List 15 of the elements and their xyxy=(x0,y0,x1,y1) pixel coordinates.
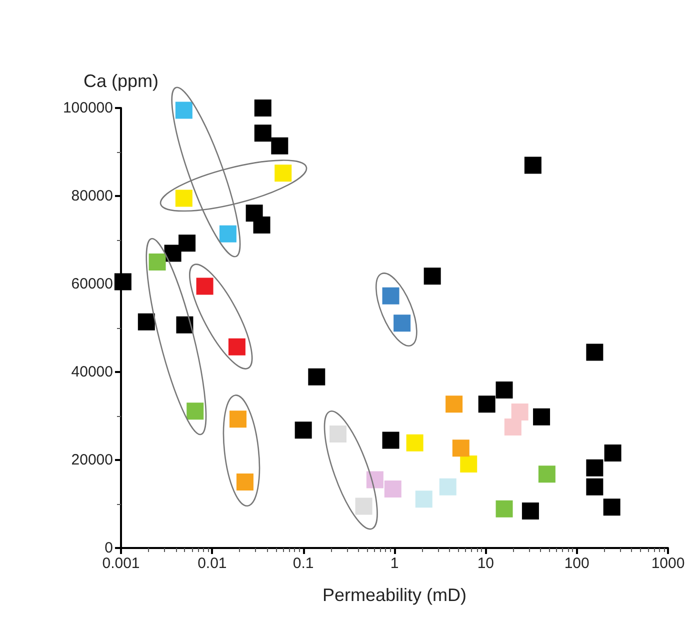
x-tick-label: 100 xyxy=(564,555,590,572)
y-tick-label: 100000 xyxy=(62,100,113,116)
x-axis-title: Permeability (mD) xyxy=(322,585,467,605)
y-tick-label: 80000 xyxy=(71,188,113,204)
x-tick-label: 0.01 xyxy=(198,555,227,572)
x-tick-label: 1000 xyxy=(651,555,685,572)
x-tick-label: 0.001 xyxy=(102,555,140,572)
x-tick-label: 0.1 xyxy=(292,555,314,572)
y-tick-label: 20000 xyxy=(71,452,113,468)
y-axis-title: Ca (ppm) xyxy=(83,71,159,91)
x-tick-label: 10 xyxy=(477,555,494,572)
y-tick-label: 60000 xyxy=(71,276,113,292)
y-tick-label: 0 xyxy=(104,540,113,556)
y-tick-label: 40000 xyxy=(71,364,113,380)
x-tick-label: 1 xyxy=(390,555,399,572)
